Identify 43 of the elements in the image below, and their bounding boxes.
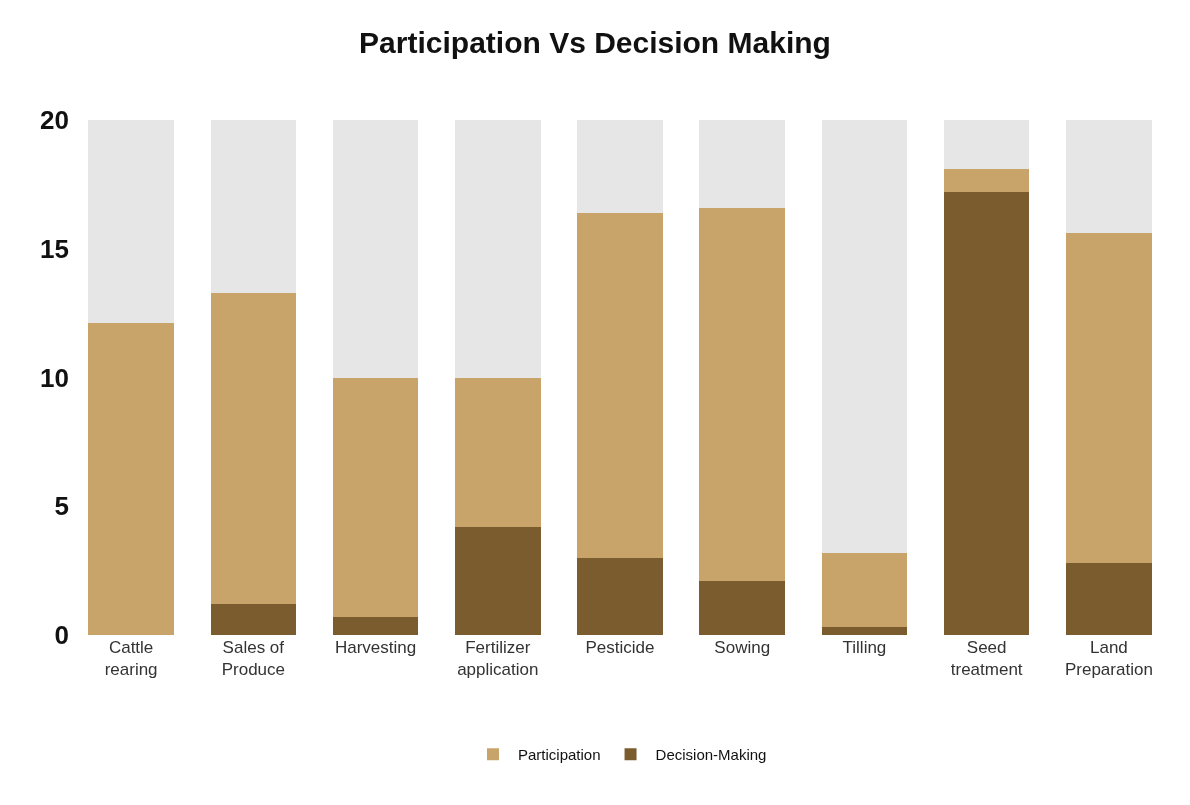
y-tick-label: 5 — [54, 491, 69, 522]
bar — [210, 120, 297, 293]
x-tick-label: Land Preparation — [1064, 638, 1153, 680]
legend-label: Participation — [518, 746, 601, 764]
bar — [332, 120, 419, 378]
chart-title: Participation Vs Decision Making — [359, 26, 831, 60]
bar — [943, 168, 1030, 193]
bar — [210, 604, 297, 635]
bar — [821, 627, 908, 635]
bar — [332, 616, 419, 635]
x-tick-label: Seed treatment — [950, 638, 1023, 680]
bar — [332, 377, 419, 617]
bar — [821, 552, 908, 628]
bar — [455, 120, 541, 378]
bar — [210, 292, 297, 605]
bar — [577, 120, 663, 213]
y-tick-label: 15 — [40, 233, 69, 264]
bar — [577, 557, 663, 635]
x-tick-label: Cattle rearing — [104, 638, 158, 680]
bar — [455, 377, 541, 527]
bar — [1066, 233, 1152, 563]
bar — [821, 120, 908, 553]
bar — [1066, 562, 1152, 635]
bar — [88, 323, 174, 635]
bar — [943, 120, 1030, 169]
x-tick-label: Pesticide — [585, 638, 655, 657]
bar — [699, 580, 785, 635]
bar — [577, 212, 663, 558]
bar — [1066, 120, 1152, 234]
bar — [88, 120, 174, 324]
bar — [943, 192, 1030, 635]
y-tick-label: 0 — [54, 620, 69, 651]
x-tick-label: Fertilizer application — [457, 638, 539, 680]
x-tick-label: Sales of Produce — [221, 638, 285, 680]
legend-label: Decision-Making — [655, 746, 767, 764]
y-tick-label: 10 — [40, 362, 69, 393]
x-tick-label: Harvesting — [334, 638, 417, 657]
x-tick-label: Tilling — [842, 638, 887, 657]
x-tick-label: Sowing — [714, 638, 771, 657]
bar — [455, 526, 541, 635]
bar — [699, 120, 785, 208]
y-tick-label: 20 — [40, 105, 69, 136]
bar — [699, 207, 785, 581]
